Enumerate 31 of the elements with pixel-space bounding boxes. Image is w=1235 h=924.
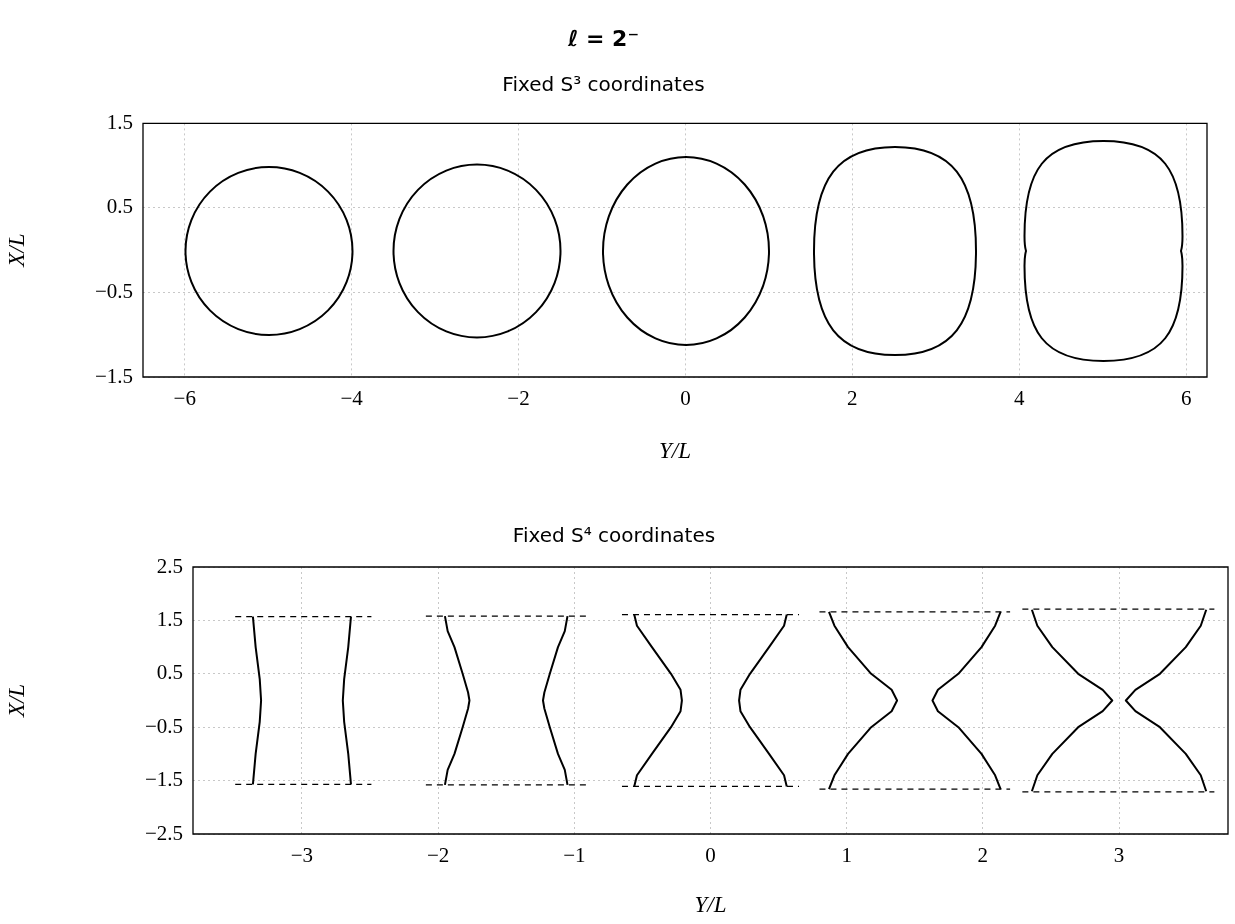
y-tick-label: 0.5	[156, 660, 183, 685]
y-tick-label: 1.5	[156, 606, 183, 631]
x-axis-title: Y/L	[694, 892, 727, 918]
x-tick-label: −4	[340, 386, 364, 411]
x-tick-label: 2	[847, 386, 858, 411]
x-tick-label: 0	[705, 843, 716, 868]
x-tick-label: −3	[290, 843, 314, 868]
x-tick-label: −1	[563, 843, 586, 868]
y-tick-label: −0.5	[144, 713, 183, 738]
y-tick-label: 0.5	[106, 194, 133, 219]
x-tick-label: −2	[426, 843, 450, 868]
x-tick-label: −6	[173, 386, 196, 411]
chart-title: ℓ = 2⁻	[566, 25, 640, 51]
x-tick-label: −2	[507, 386, 530, 411]
y-tick-label: 1.5	[106, 109, 133, 134]
y-axis-title: X/L	[3, 233, 29, 268]
x-tick-label: 6	[1180, 386, 1192, 411]
y-axis-title: X/L	[3, 683, 29, 719]
y-tick-label: −1.5	[144, 767, 183, 792]
x-tick-label: 2	[977, 843, 989, 868]
y-tick-label: −0.5	[94, 278, 133, 303]
chart-subtitle: Fixed S³ coordinates	[502, 71, 705, 96]
x-tick-label: 3	[1113, 843, 1125, 868]
x-tick-label: 4	[1013, 386, 1025, 411]
x-tick-label: 0	[680, 386, 691, 411]
chart-title: Fixed S⁴ coordinates	[512, 523, 716, 548]
y-tick-label: −2.5	[144, 820, 183, 845]
y-tick-label: −1.5	[94, 363, 133, 388]
y-tick-label: 2.5	[156, 553, 183, 578]
x-axis-title: Y/L	[659, 438, 691, 464]
x-tick-label: 1	[841, 843, 852, 868]
